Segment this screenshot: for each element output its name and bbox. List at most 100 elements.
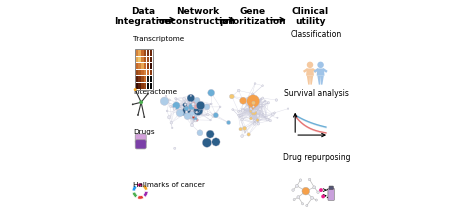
Text: Clinical
utility: Clinical utility bbox=[292, 7, 328, 26]
Circle shape bbox=[194, 109, 198, 112]
Bar bbox=[150, 50, 153, 56]
Text: Drug repurposing: Drug repurposing bbox=[283, 153, 350, 162]
Circle shape bbox=[253, 106, 255, 108]
Circle shape bbox=[252, 110, 257, 115]
Bar bbox=[147, 76, 149, 82]
Circle shape bbox=[247, 133, 250, 136]
Circle shape bbox=[190, 102, 191, 103]
Circle shape bbox=[249, 109, 252, 111]
Circle shape bbox=[243, 127, 246, 130]
Circle shape bbox=[241, 118, 243, 121]
FancyBboxPatch shape bbox=[135, 140, 146, 149]
Circle shape bbox=[184, 106, 189, 111]
Circle shape bbox=[219, 106, 221, 108]
Circle shape bbox=[212, 138, 220, 146]
Bar bbox=[138, 76, 141, 82]
Circle shape bbox=[264, 100, 266, 102]
Circle shape bbox=[249, 110, 252, 113]
Circle shape bbox=[168, 99, 170, 101]
Circle shape bbox=[264, 116, 266, 118]
Circle shape bbox=[241, 135, 244, 138]
Circle shape bbox=[308, 178, 311, 181]
Circle shape bbox=[239, 97, 246, 104]
Circle shape bbox=[313, 186, 316, 189]
Bar bbox=[150, 76, 153, 82]
Circle shape bbox=[173, 107, 176, 110]
Circle shape bbox=[189, 103, 195, 110]
Circle shape bbox=[191, 124, 193, 127]
Bar bbox=[141, 70, 144, 75]
Circle shape bbox=[317, 191, 319, 193]
Circle shape bbox=[272, 113, 274, 116]
Bar bbox=[138, 63, 141, 69]
Wedge shape bbox=[137, 183, 143, 187]
Circle shape bbox=[248, 102, 250, 104]
Bar bbox=[150, 70, 153, 75]
FancyBboxPatch shape bbox=[135, 134, 146, 143]
Circle shape bbox=[254, 83, 256, 85]
Bar bbox=[150, 63, 153, 69]
Circle shape bbox=[139, 100, 143, 104]
Circle shape bbox=[254, 109, 256, 111]
Circle shape bbox=[206, 130, 214, 138]
Text: Network
reconstruction: Network reconstruction bbox=[160, 7, 235, 26]
Circle shape bbox=[184, 104, 186, 106]
Polygon shape bbox=[318, 76, 324, 85]
Circle shape bbox=[193, 117, 197, 121]
Circle shape bbox=[319, 188, 323, 192]
Circle shape bbox=[237, 89, 240, 92]
Polygon shape bbox=[306, 68, 314, 76]
Circle shape bbox=[183, 106, 191, 114]
Bar bbox=[147, 70, 149, 75]
Circle shape bbox=[266, 118, 269, 121]
Circle shape bbox=[256, 109, 257, 111]
Circle shape bbox=[256, 114, 259, 117]
Circle shape bbox=[191, 100, 192, 102]
Circle shape bbox=[160, 97, 169, 105]
Circle shape bbox=[194, 104, 196, 105]
Bar bbox=[147, 83, 149, 89]
Circle shape bbox=[259, 104, 262, 106]
Circle shape bbox=[207, 113, 209, 116]
Circle shape bbox=[269, 119, 272, 122]
Circle shape bbox=[213, 113, 219, 118]
Circle shape bbox=[195, 110, 197, 112]
Circle shape bbox=[260, 106, 262, 108]
Circle shape bbox=[241, 108, 244, 111]
Bar bbox=[135, 56, 137, 62]
Circle shape bbox=[167, 116, 171, 119]
Bar bbox=[138, 70, 141, 75]
Circle shape bbox=[193, 110, 198, 114]
Circle shape bbox=[254, 101, 256, 104]
Circle shape bbox=[247, 103, 248, 105]
Circle shape bbox=[190, 115, 191, 117]
Circle shape bbox=[210, 119, 211, 121]
Circle shape bbox=[198, 108, 201, 110]
Bar bbox=[150, 56, 153, 62]
Circle shape bbox=[254, 120, 255, 121]
FancyBboxPatch shape bbox=[328, 188, 334, 200]
Wedge shape bbox=[143, 184, 148, 190]
Polygon shape bbox=[307, 76, 313, 85]
Circle shape bbox=[255, 110, 257, 111]
Wedge shape bbox=[132, 185, 137, 191]
Circle shape bbox=[170, 121, 173, 124]
Circle shape bbox=[250, 100, 256, 107]
Circle shape bbox=[180, 110, 186, 116]
Circle shape bbox=[321, 194, 325, 198]
Circle shape bbox=[182, 97, 186, 101]
Circle shape bbox=[193, 121, 194, 122]
Circle shape bbox=[254, 122, 256, 125]
Circle shape bbox=[252, 110, 254, 112]
Circle shape bbox=[193, 115, 196, 117]
Circle shape bbox=[268, 119, 269, 120]
Circle shape bbox=[253, 110, 255, 113]
Text: Data
Integration: Data Integration bbox=[114, 7, 172, 26]
Circle shape bbox=[196, 101, 205, 110]
Bar bbox=[135, 70, 137, 75]
Circle shape bbox=[132, 104, 134, 105]
Circle shape bbox=[147, 93, 149, 95]
Circle shape bbox=[250, 107, 252, 109]
Bar bbox=[141, 76, 144, 82]
Circle shape bbox=[193, 106, 203, 115]
